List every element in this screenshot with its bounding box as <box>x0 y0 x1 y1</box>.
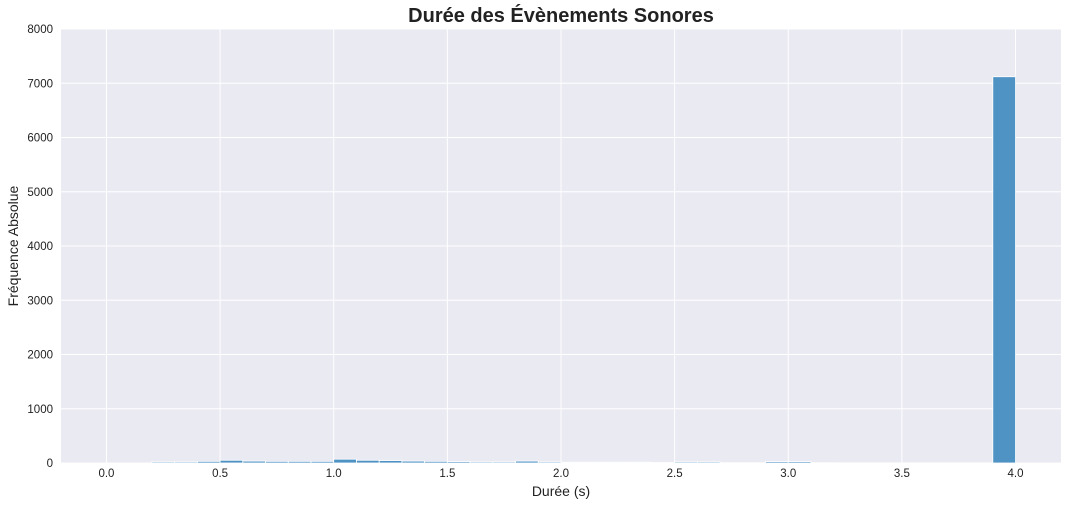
y-tick-label: 1000 <box>27 404 53 416</box>
x-tick-label: 4.0 <box>1008 468 1024 480</box>
histogram-bar <box>379 461 402 463</box>
histogram-bar <box>197 461 220 463</box>
histogram-bar <box>538 462 561 463</box>
histogram-bar <box>334 459 357 463</box>
histogram-bar <box>243 461 266 463</box>
x-tick-label: 3.0 <box>780 468 796 480</box>
y-tick-label: 4000 <box>27 241 53 253</box>
x-tick-labels: 0.0 0.5 1.0 1.5 2.0 2.5 3.0 3.5 4.0 <box>98 468 1023 480</box>
histogram-bar <box>470 462 493 463</box>
histogram-bar <box>402 461 425 463</box>
y-tick-label: 8000 <box>27 24 53 36</box>
x-tick-label: 2.5 <box>667 468 683 480</box>
y-axis-label: Fréquence Absolue <box>5 185 21 306</box>
histogram-bar <box>584 462 607 463</box>
y-tick-label: 6000 <box>27 133 53 145</box>
histogram-bar <box>697 462 720 463</box>
y-tick-label: 0 <box>47 458 53 470</box>
x-axis-label: Durée (s) <box>532 483 590 499</box>
y-tick-label: 2000 <box>27 350 53 362</box>
histogram-bar <box>220 460 243 463</box>
x-tick-label: 1.5 <box>439 468 455 480</box>
histogram-bar <box>493 462 516 463</box>
histogram-bar <box>606 462 629 463</box>
histogram-bar <box>993 77 1016 463</box>
x-tick-label: 0.0 <box>98 468 114 480</box>
histogram-bar <box>152 462 175 463</box>
histogram-bar <box>629 462 652 463</box>
histogram-bar <box>447 462 470 463</box>
y-tick-label: 3000 <box>27 295 53 307</box>
histogram-bar <box>356 460 379 463</box>
histogram-bar <box>675 462 698 463</box>
histogram-bar <box>766 462 789 463</box>
x-tick-label: 0.5 <box>212 468 228 480</box>
y-tick-label: 7000 <box>27 78 53 90</box>
x-tick-label: 3.5 <box>894 468 910 480</box>
histogram-bar <box>266 461 289 463</box>
histogram-bar <box>788 462 811 463</box>
histogram-bar <box>288 461 311 463</box>
histogram-bar <box>311 461 334 463</box>
y-tick-label: 5000 <box>27 187 53 199</box>
y-tick-labels: 0 1000 2000 3000 4000 5000 6000 7000 8000 <box>27 24 53 470</box>
histogram-bar <box>561 462 584 463</box>
x-tick-label: 1.0 <box>326 468 342 480</box>
histogram-bar <box>516 461 539 463</box>
chart-title: Durée des Évènements Sonores <box>408 4 714 27</box>
x-tick-label: 2.0 <box>553 468 569 480</box>
histogram-bar <box>175 462 198 463</box>
histogram-bar <box>425 461 448 463</box>
